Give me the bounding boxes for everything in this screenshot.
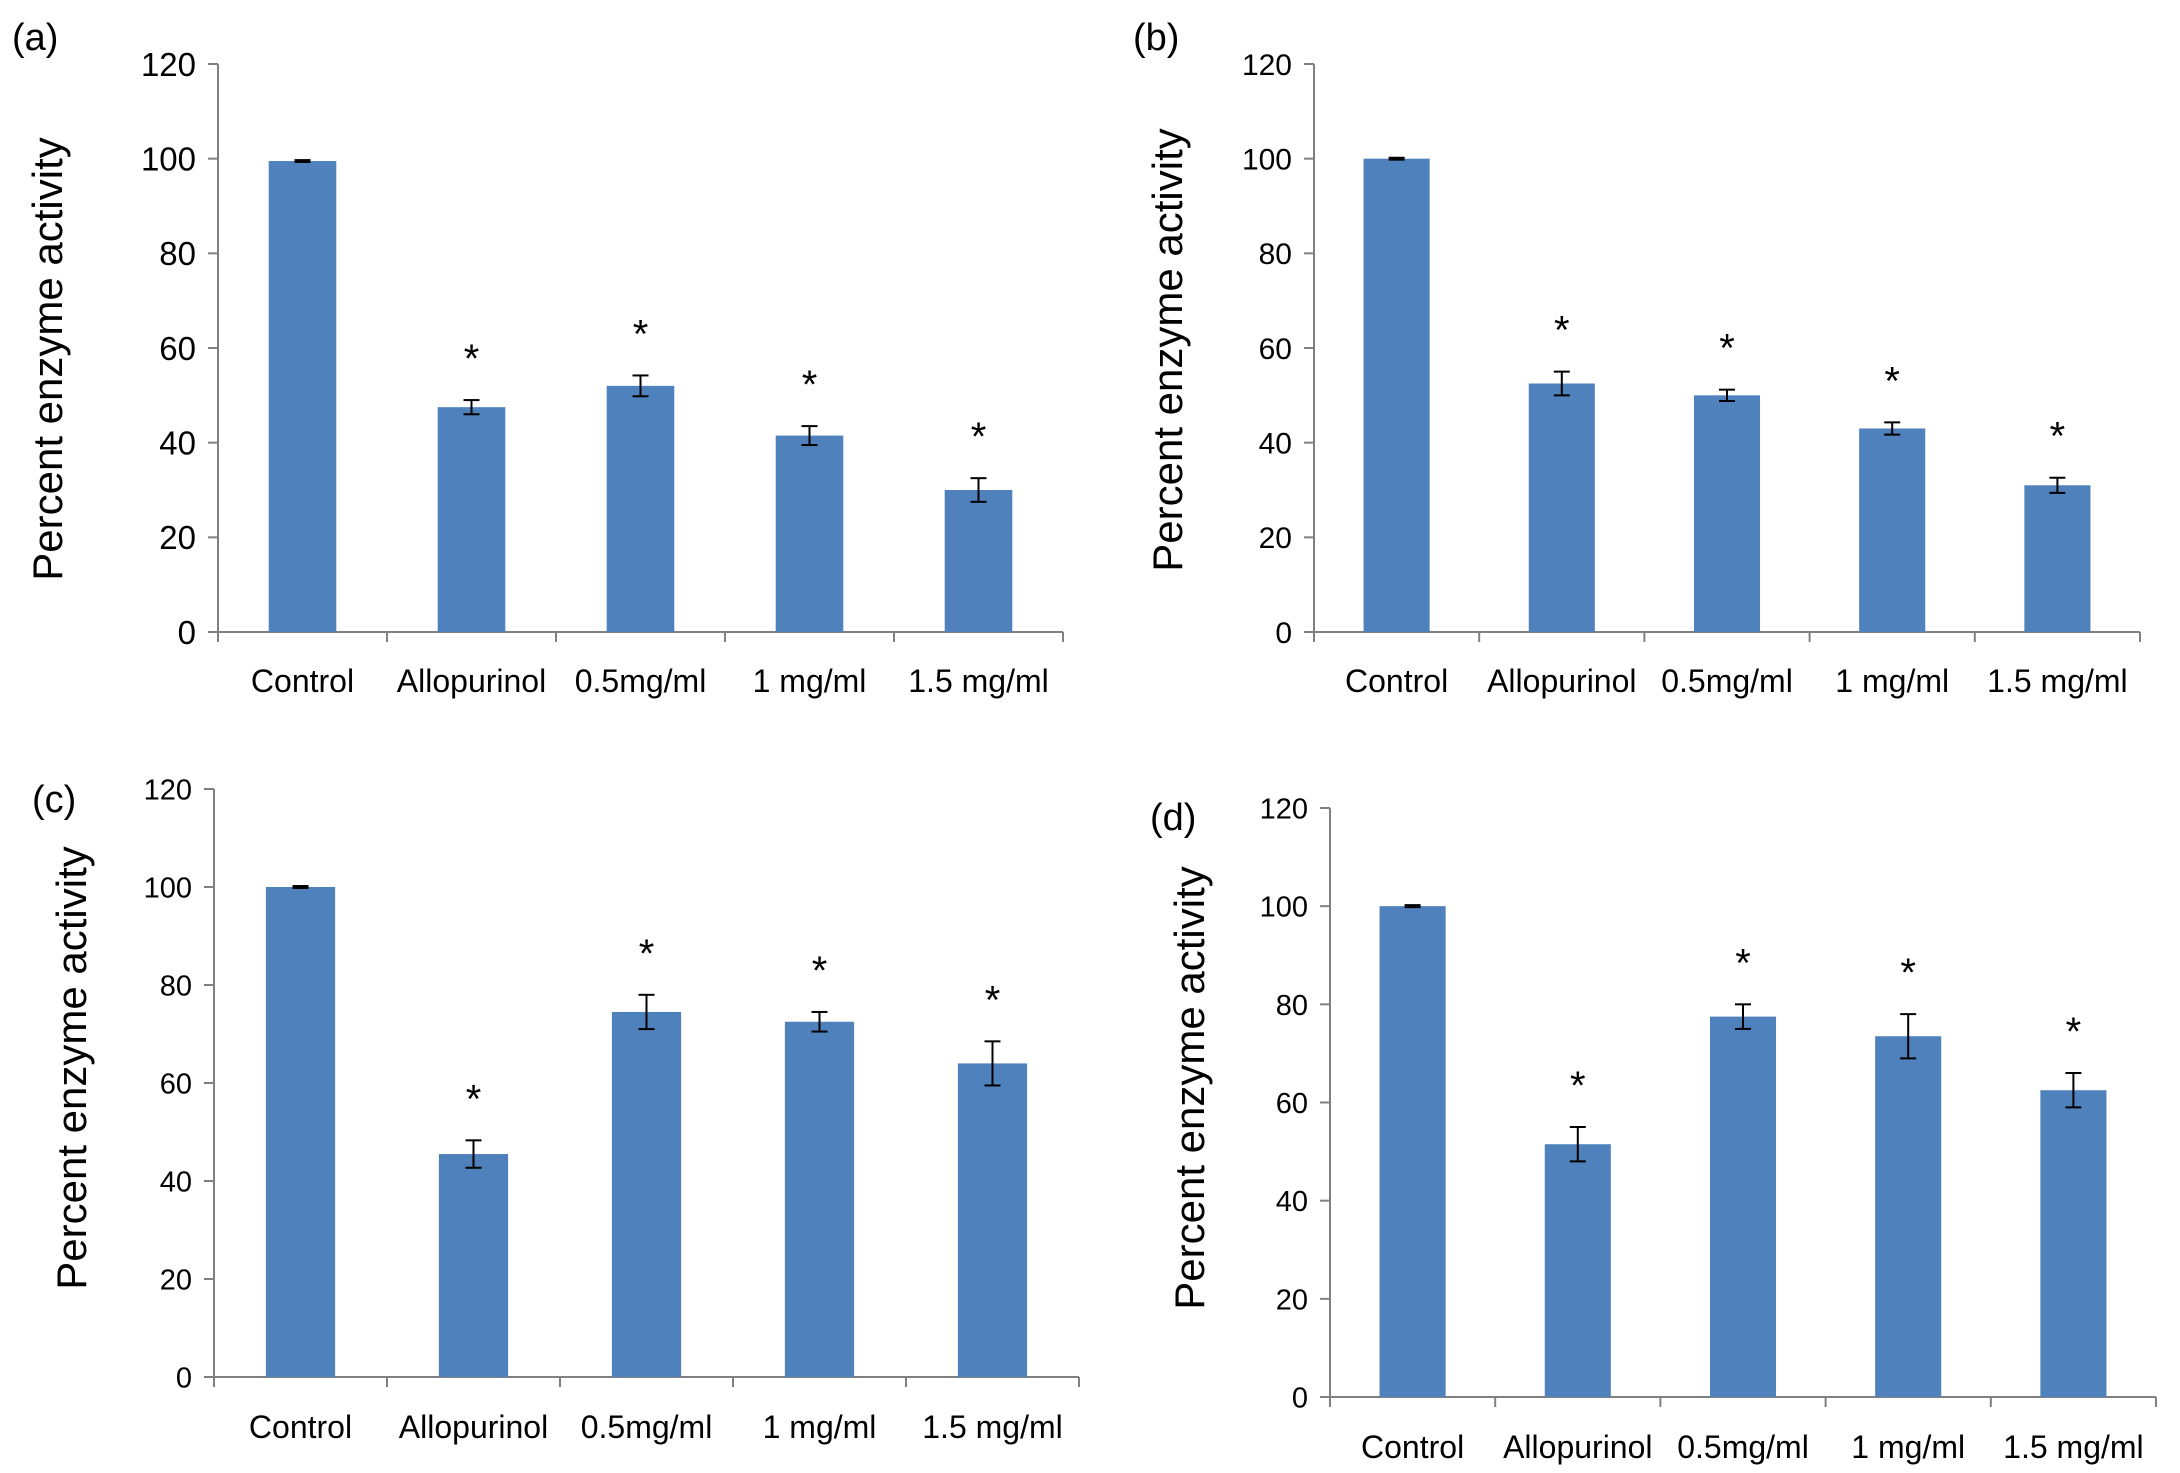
x-tick-label: 1 mg/ml: [1851, 1429, 1965, 1465]
bar-2: [438, 1154, 509, 1377]
bar-4: [1875, 1036, 1942, 1397]
y-tick-label: 120: [141, 46, 196, 83]
significance-asterisk: *: [1884, 359, 1900, 403]
y-tick-label: 60: [1276, 1088, 1308, 1120]
chart-panel-d: (d) Percent enzyme activity 0 20 40 60 80 100 12…: [1150, 793, 2157, 1465]
x-tick-label: 1.5 mg/ml: [922, 1409, 1062, 1445]
y-tick-label: 20: [1259, 522, 1292, 555]
bar-5: [2040, 1090, 2107, 1397]
significance-asterisk: *: [633, 312, 649, 356]
x-tick-label: 1.5 mg/ml: [1987, 663, 2127, 699]
x-tick-label: 1 mg/ml: [1835, 663, 1949, 699]
significance-asterisk: *: [802, 363, 818, 407]
bar-1: [1363, 158, 1430, 632]
y-tick-label: 40: [1276, 1186, 1308, 1218]
bar-3: [1693, 395, 1761, 632]
y-axis-label: Percent enzyme activity: [1166, 866, 1213, 1310]
x-tick-label: Control: [1345, 663, 1448, 699]
x-tick-label: Control: [1361, 1429, 1464, 1465]
bar-1: [1379, 906, 1446, 1397]
chart-panel-c: (c) Percent enzyme activity 0 20 40 60 80 100 12…: [32, 774, 1080, 1445]
x-tick-label: 1 mg/ml: [753, 663, 867, 699]
x-tick-label: Allopurinol: [399, 1409, 548, 1445]
x-tick-label: Control: [249, 1409, 352, 1445]
significance-asterisk: *: [1570, 1064, 1586, 1108]
x-tick-label: Control: [251, 663, 354, 699]
significance-asterisk: *: [1900, 951, 1916, 995]
y-tick-label: 120: [1260, 793, 1308, 825]
significance-asterisk: *: [2066, 1010, 2082, 1054]
y-tick-label: 120: [1242, 49, 1292, 82]
bar-4: [775, 435, 844, 632]
chart-panel-b: (b) Percent enzyme activity 0 20 40 60 80 100 12…: [1133, 17, 2141, 699]
y-tick-label: 0: [1292, 1382, 1308, 1414]
y-tick-label: 100: [144, 872, 192, 904]
x-tick-label: 0.5mg/ml: [1677, 1429, 1809, 1465]
significance-asterisk: *: [464, 337, 480, 381]
bar-3: [606, 385, 675, 632]
bar-2: [1528, 383, 1595, 632]
y-tick-label: 40: [159, 425, 196, 462]
significance-asterisk: *: [2050, 415, 2066, 459]
significance-asterisk: *: [1554, 309, 1570, 353]
bar-2: [437, 407, 506, 632]
panel-label: (d): [1150, 797, 1196, 839]
significance-asterisk: *: [812, 949, 828, 993]
y-tick-label: 60: [159, 330, 196, 367]
bar-4: [1859, 428, 1926, 632]
y-tick-label: 100: [1260, 892, 1308, 924]
significance-asterisk: *: [1735, 941, 1751, 985]
x-tick-label: Allopurinol: [1487, 663, 1636, 699]
significance-asterisk: *: [985, 978, 1001, 1022]
y-tick-label: 0: [1275, 617, 1292, 650]
bar-5: [944, 490, 1013, 632]
bar-5: [957, 1063, 1028, 1377]
y-axis-label: Percent enzyme activity: [48, 846, 95, 1290]
x-tick-label: 0.5mg/ml: [575, 663, 707, 699]
bar-3: [1709, 1016, 1777, 1397]
bar-1: [268, 161, 337, 633]
bar-2: [1544, 1144, 1611, 1397]
y-tick-label: 20: [160, 1264, 192, 1296]
x-tick-label: 1.5 mg/ml: [908, 663, 1048, 699]
y-tick-label: 80: [1276, 990, 1308, 1022]
y-tick-label: 80: [160, 970, 192, 1002]
y-tick-label: 120: [144, 774, 192, 806]
panel-label: (a): [12, 17, 58, 59]
y-axis-label: Percent enzyme activity: [1144, 128, 1191, 572]
y-tick-label: 80: [1259, 238, 1292, 271]
y-tick-label: 20: [159, 519, 196, 556]
y-tick-label: 0: [178, 614, 196, 651]
y-tick-label: 80: [159, 235, 196, 272]
significance-asterisk: *: [639, 932, 655, 976]
panel-label: (c): [32, 779, 76, 821]
y-axis-label: Percent enzyme activity: [24, 137, 71, 581]
bar-1: [265, 887, 336, 1377]
significance-asterisk: *: [971, 415, 987, 459]
x-tick-label: 0.5mg/ml: [581, 1409, 713, 1445]
y-tick-label: 20: [1276, 1284, 1308, 1316]
bar-4: [784, 1021, 855, 1377]
x-tick-label: 1.5 mg/ml: [2003, 1429, 2143, 1465]
y-tick-label: 40: [160, 1166, 192, 1198]
y-tick-label: 40: [1259, 427, 1292, 460]
y-tick-label: 100: [1242, 143, 1292, 176]
significance-asterisk: *: [466, 1077, 482, 1121]
chart-panel-a: (a) Percent enzyme activity 0 20 40 60 80 100 12…: [12, 17, 1064, 699]
panel-label: (b): [1133, 17, 1179, 59]
bar-5: [2024, 485, 2091, 632]
x-tick-label: 0.5mg/ml: [1661, 663, 1793, 699]
x-tick-label: 1 mg/ml: [763, 1409, 877, 1445]
bar-3: [611, 1011, 682, 1377]
y-tick-label: 60: [1259, 333, 1292, 366]
x-tick-label: Allopurinol: [397, 663, 546, 699]
y-tick-label: 60: [160, 1068, 192, 1100]
y-tick-label: 0: [176, 1362, 192, 1394]
x-tick-label: Allopurinol: [1503, 1429, 1652, 1465]
y-tick-label: 100: [141, 141, 196, 178]
significance-asterisk: *: [1719, 327, 1735, 371]
